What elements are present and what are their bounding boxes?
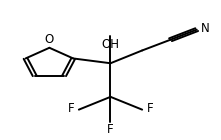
Text: F: F — [107, 123, 114, 136]
Text: O: O — [45, 33, 54, 46]
Text: F: F — [147, 102, 154, 116]
Text: OH: OH — [101, 38, 120, 51]
Text: F: F — [67, 102, 74, 116]
Text: N: N — [201, 22, 210, 35]
